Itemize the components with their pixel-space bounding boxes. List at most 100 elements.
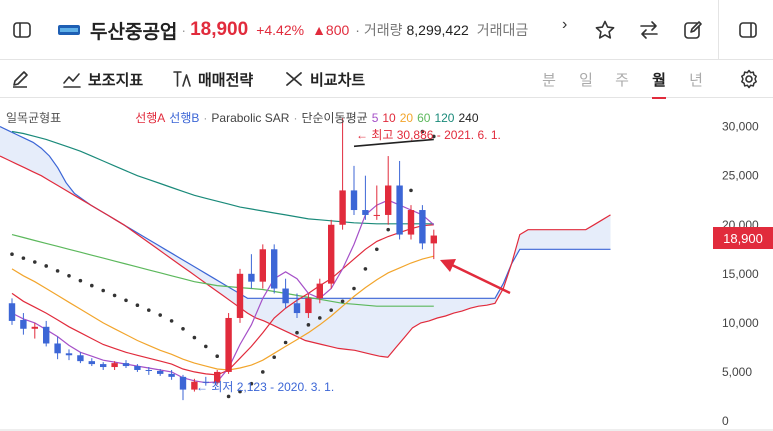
psar-point (306, 323, 311, 327)
candle-body (191, 381, 198, 390)
candle-body (385, 185, 392, 215)
candle-body (100, 364, 107, 368)
candle-body (396, 185, 403, 235)
period-week[interactable]: 주 (615, 71, 629, 89)
candle (293, 293, 301, 318)
psar-point (21, 256, 26, 260)
candle-body (8, 303, 16, 321)
chevron-right-icon[interactable]: › (562, 16, 568, 33)
arrow-annotation (440, 259, 511, 295)
candle (305, 293, 312, 318)
psar-point (78, 278, 83, 283)
candle-body (419, 210, 426, 244)
candle-body (54, 343, 61, 354)
psar-point (340, 299, 345, 304)
candle (407, 205, 415, 240)
compare-button[interactable]: 비교차트 (284, 60, 365, 98)
candle-body (248, 273, 255, 282)
buy-sell-icon (173, 71, 191, 87)
psar-point (249, 381, 254, 386)
period-month[interactable]: 월 (646, 60, 672, 99)
candle-body (236, 273, 244, 318)
candle (111, 361, 118, 370)
candle (88, 358, 95, 367)
candle (282, 278, 289, 309)
period-day[interactable]: 일 (579, 71, 593, 89)
psar-point (375, 247, 379, 252)
chart-settings-button[interactable] (734, 64, 764, 94)
y-tick-label: 5,000 (722, 365, 752, 379)
candle (157, 368, 164, 376)
candle (122, 360, 130, 369)
psar-point (10, 252, 14, 256)
legend-ma[interactable]: 단순이동평균 (301, 111, 368, 125)
candle-body (350, 190, 358, 211)
candle-body (373, 214, 380, 216)
candle-body (179, 376, 187, 390)
y-tick-label: 30,000 (722, 120, 759, 134)
candle (77, 352, 84, 364)
separator: · (181, 22, 187, 38)
psar-point (318, 316, 322, 320)
candle-body (202, 381, 209, 383)
indicators-button[interactable]: 보조지표 (62, 60, 143, 98)
candle (65, 349, 73, 361)
legend-dot: · (293, 110, 298, 125)
candle-body (31, 326, 38, 329)
psar-point (363, 267, 368, 271)
candle (396, 160, 403, 240)
candle (202, 376, 209, 386)
legend-span-a[interactable]: 선행A (135, 111, 166, 125)
ichimoku-cloud (0, 126, 611, 358)
star-icon (595, 20, 615, 39)
company-logo-icon (58, 25, 80, 35)
candle-body (293, 303, 301, 314)
candle (419, 205, 426, 250)
psar-point (329, 308, 334, 312)
candle (225, 313, 232, 374)
pen-icon (13, 71, 28, 88)
psar-point (158, 313, 162, 317)
legend-ma10: 10 (382, 110, 396, 125)
swap-button[interactable] (627, 8, 671, 52)
psar-point (226, 394, 231, 399)
strategy-button[interactable]: 매매전략 (172, 60, 253, 98)
psar-point (33, 260, 37, 264)
edit-button[interactable] (671, 8, 715, 52)
favorite-button[interactable] (583, 8, 627, 52)
period-year[interactable]: 년 (689, 71, 703, 89)
legend-ichimoku[interactable]: 일목균형표 (6, 111, 62, 125)
psar-point (55, 269, 60, 273)
chart-legend: 일목균형표 선행A 선행B · Parabolic SAR · 단순이동평균 5… (0, 109, 483, 126)
legend-ma240: 240 (458, 110, 479, 125)
current-price-tag: 18,900 (713, 227, 773, 249)
psar-point (238, 389, 242, 394)
psar-point (386, 227, 391, 232)
span-b-line (0, 155, 611, 358)
candle (134, 364, 141, 372)
ma240-line (353, 138, 434, 148)
ma10-line (11, 224, 434, 376)
legend-psar[interactable]: Parabolic SAR (211, 110, 290, 125)
candle-body (282, 288, 289, 304)
psar-point (135, 303, 140, 308)
stock-name[interactable]: 두산중공업 (90, 21, 178, 43)
right-panel-toggle-button[interactable] (726, 8, 770, 52)
period-minute[interactable]: 분 (542, 71, 556, 89)
low-annotation: ← 최저 2,123 - 2020. 3. 1. (196, 380, 334, 394)
legend-span-b[interactable]: 선행B (169, 111, 200, 125)
candle (145, 367, 152, 375)
candle (362, 175, 369, 220)
candle (8, 298, 16, 325)
sidebar-toggle-button[interactable] (0, 8, 44, 52)
legend-ma60: 60 (417, 110, 431, 125)
drawing-tool-button[interactable] (10, 60, 36, 98)
y-tick-label: 0 (722, 414, 729, 428)
psar-point (169, 319, 174, 323)
y-tick-label: 15,000 (722, 267, 759, 281)
psar-point (90, 283, 94, 288)
chart-toolbar: 보조지표 매매전략 비교차트 분 일 주 월 년 (0, 60, 773, 99)
compare-icon (286, 72, 302, 86)
candle-body (271, 249, 278, 289)
